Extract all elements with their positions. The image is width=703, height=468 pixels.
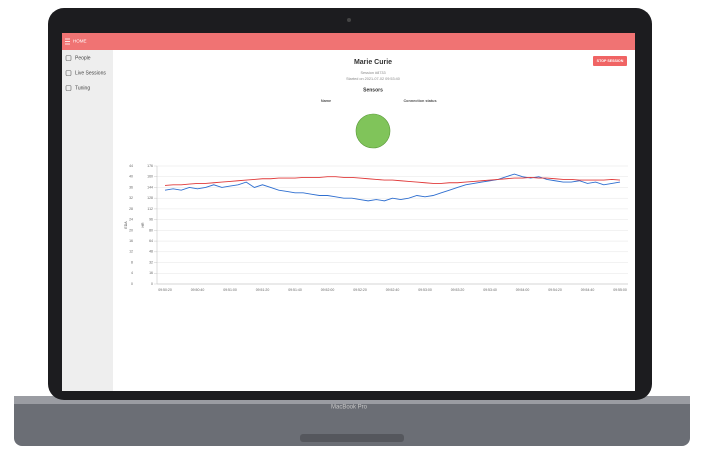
y2-tick-label: 176 bbox=[147, 164, 153, 168]
x-tick-label: 09:52:20 bbox=[353, 288, 367, 292]
x-tick-label: 09:50:40 bbox=[191, 288, 205, 292]
x-tick-label: 09:51:20 bbox=[256, 288, 270, 292]
y-tick-label: 8 bbox=[131, 260, 133, 264]
y2-tick-label: 80 bbox=[149, 228, 153, 232]
laptop-notch bbox=[300, 434, 404, 442]
y-tick-label: 12 bbox=[129, 250, 133, 254]
y-tick-label: 16 bbox=[129, 239, 133, 243]
top-bar bbox=[62, 33, 635, 50]
y-tick-label: 36 bbox=[129, 185, 133, 189]
y-tick-label: 20 bbox=[129, 228, 133, 232]
x-tick-label: 09:50:20 bbox=[158, 288, 172, 292]
x-tick-label: 09:53:40 bbox=[483, 288, 497, 292]
menu-item[interactable]: Live Sessions bbox=[75, 70, 106, 76]
column-header: Name bbox=[321, 99, 331, 103]
x-tick-label: 09:54:40 bbox=[581, 288, 595, 292]
y2-axis-title: HR bbox=[141, 222, 145, 228]
chart: 0481216202428323640440163248648096112128… bbox=[124, 164, 628, 292]
stop-button[interactable] bbox=[593, 56, 627, 66]
x-tick-label: 09:51:40 bbox=[288, 288, 302, 292]
y-tick-label: 0 bbox=[131, 282, 133, 286]
x-tick-label: 09:54:20 bbox=[548, 288, 562, 292]
session-id: Session #8733 bbox=[360, 71, 385, 75]
x-tick-label: 09:51:00 bbox=[223, 288, 237, 292]
x-tick-label: 09:53:20 bbox=[451, 288, 465, 292]
header-title[interactable]: HOME bbox=[73, 39, 87, 44]
y-tick-label: 4 bbox=[131, 271, 133, 275]
menu-icon bbox=[65, 85, 72, 91]
y2-tick-label: 96 bbox=[149, 218, 153, 222]
x-tick-label: 09:53:00 bbox=[418, 288, 432, 292]
column-header: Connection status bbox=[403, 99, 436, 103]
y2-tick-label: 32 bbox=[149, 260, 153, 264]
screen bbox=[62, 33, 635, 391]
y2-tick-label: 16 bbox=[149, 271, 153, 275]
y-tick-label: 40 bbox=[129, 175, 133, 179]
session-start: Started on 2021-07-02 09:53:40 bbox=[346, 77, 400, 81]
camera bbox=[347, 18, 351, 22]
y2-tick-label: 144 bbox=[147, 185, 153, 189]
menu-icon bbox=[65, 55, 72, 61]
menu-icon[interactable] bbox=[65, 38, 70, 45]
y2-tick-label: 128 bbox=[147, 196, 153, 200]
y2-tick-label: 112 bbox=[147, 207, 153, 211]
y2-tick-label: 160 bbox=[147, 175, 153, 179]
laptop-base bbox=[14, 396, 690, 446]
y-tick-label: 44 bbox=[129, 164, 133, 168]
sensors-title: Sensors bbox=[363, 87, 383, 93]
sidebar bbox=[62, 50, 113, 391]
y-axis-title: EDA bbox=[124, 221, 128, 229]
connection-status-indicator bbox=[355, 113, 391, 149]
x-tick-label: 09:54:00 bbox=[516, 288, 530, 292]
menu-item[interactable]: Tuning bbox=[75, 85, 90, 91]
session-name: Marie Curie bbox=[354, 59, 392, 66]
x-tick-label: 09:52:40 bbox=[386, 288, 400, 292]
sidebar-menu: People Live Sessions Tuning bbox=[65, 55, 106, 91]
y-tick-label: 24 bbox=[129, 218, 133, 222]
menu-item[interactable]: People bbox=[75, 55, 91, 61]
y2-tick-label: 48 bbox=[149, 250, 153, 254]
data-line bbox=[164, 176, 621, 186]
y-tick-label: 32 bbox=[129, 196, 133, 200]
menu-icon bbox=[65, 70, 72, 76]
x-tick-label: 09:55:00 bbox=[613, 288, 627, 292]
device-label: MacBook Pro bbox=[331, 405, 368, 411]
y2-tick-label: 0 bbox=[151, 282, 153, 286]
stop-button-label[interactable]: STOP SESSION bbox=[597, 59, 624, 63]
y2-tick-label: 64 bbox=[149, 239, 153, 243]
x-tick-label: 09:52:00 bbox=[321, 288, 335, 292]
y-tick-label: 28 bbox=[129, 207, 133, 211]
